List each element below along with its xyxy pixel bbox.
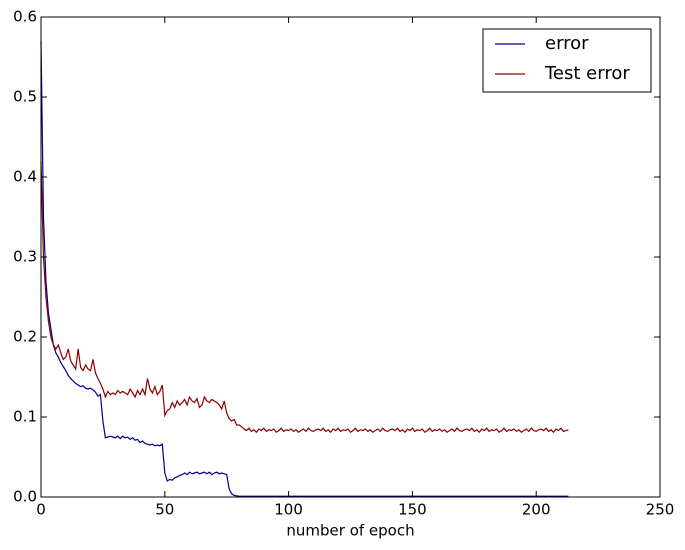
x-tick-label: 0 <box>36 501 46 519</box>
x-tick-label: 250 <box>646 501 675 519</box>
y-tick-label: 0.3 <box>13 248 37 266</box>
y-tick-label: 0.4 <box>13 168 37 186</box>
legend-box <box>482 28 652 93</box>
y-tick-label: 0.2 <box>13 328 37 346</box>
y-tick-label: 0.0 <box>13 488 37 506</box>
line-series <box>40 40 569 497</box>
x-tick-label: 100 <box>274 501 303 519</box>
x-tick-label: 200 <box>522 501 551 519</box>
legend-label: Test error <box>544 63 630 84</box>
legend-label: error <box>545 33 589 54</box>
x-axis-label: number of epoch <box>286 522 414 540</box>
line-series <box>40 160 569 434</box>
y-tick-label: 0.1 <box>13 408 37 426</box>
y-tick-label: 0.6 <box>13 8 37 26</box>
y-tick-label: 0.5 <box>13 88 37 106</box>
x-tick-label: 50 <box>155 501 174 519</box>
x-tick-label: 150 <box>398 501 427 519</box>
